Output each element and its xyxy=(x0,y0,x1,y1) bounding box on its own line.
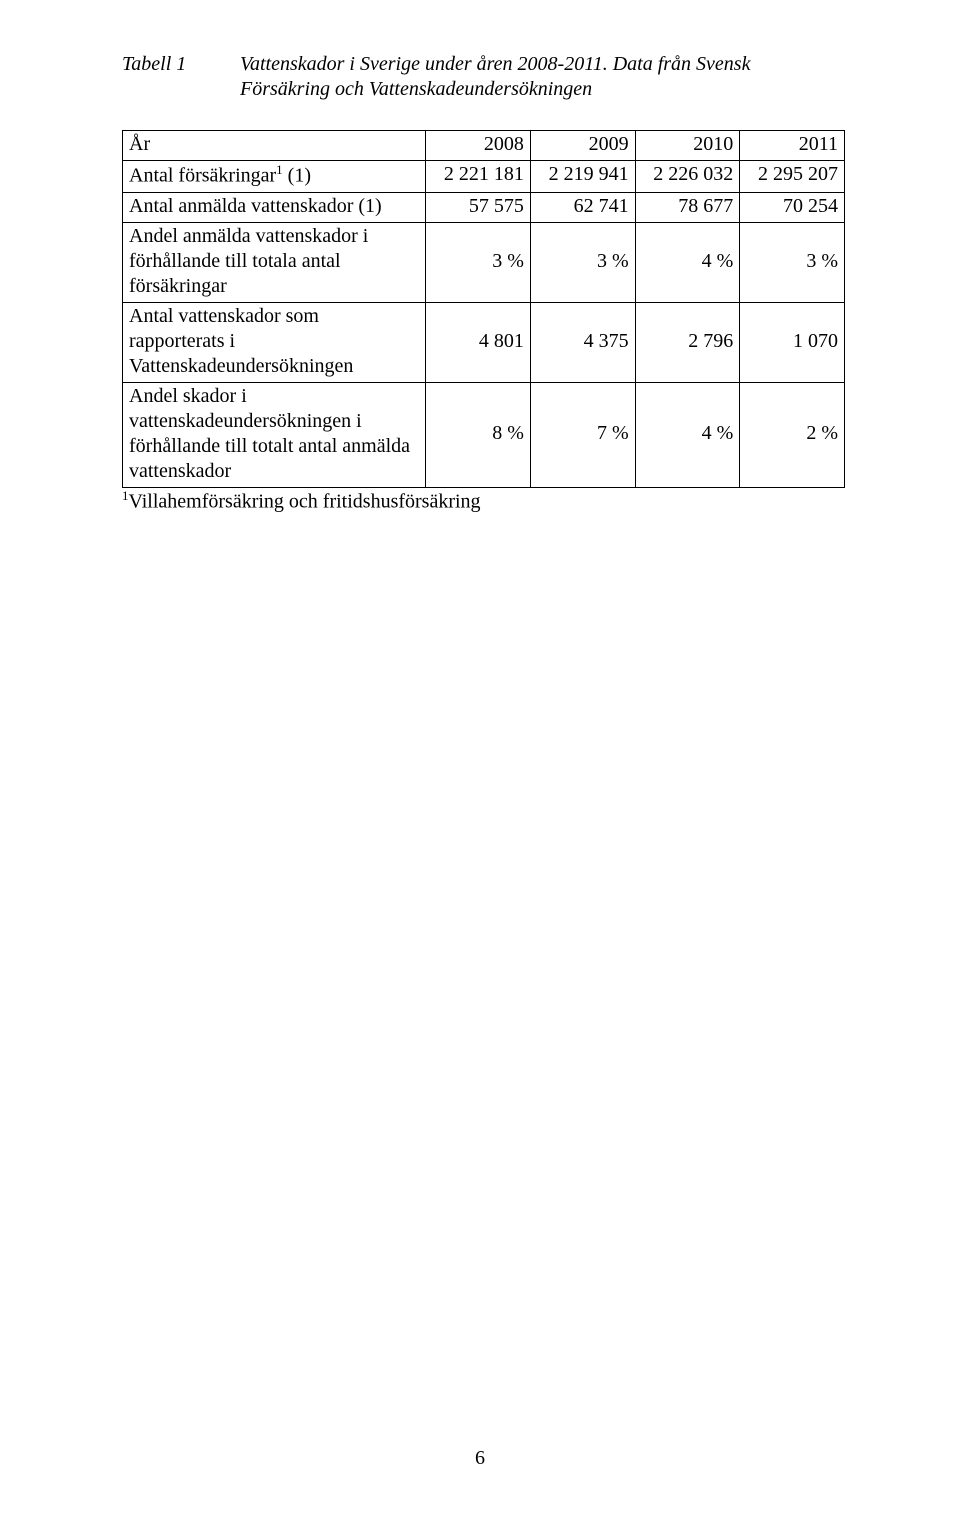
col-header-2010: 2010 xyxy=(635,131,740,161)
header-row: År 2008 2009 2010 2011 xyxy=(123,131,845,161)
cell: 2 219 941 xyxy=(530,161,635,193)
footnote-text: Villahemförsäkring och fritidshusförsäkr… xyxy=(129,490,481,512)
page-number: 6 xyxy=(0,1446,960,1471)
table-caption: Tabell 1 Vattenskador i Sverige under år… xyxy=(122,52,845,102)
cell: 8 % xyxy=(426,382,531,487)
cell: 4 % xyxy=(635,382,740,487)
caption-label: Tabell 1 xyxy=(122,52,240,102)
cell: 4 801 xyxy=(426,302,531,382)
cell: 2 221 181 xyxy=(426,161,531,193)
cell: 3 % xyxy=(740,222,845,302)
col-header-2008: 2008 xyxy=(426,131,531,161)
cell: 2 226 032 xyxy=(635,161,740,193)
col-header-2011: 2011 xyxy=(740,131,845,161)
table-head: År 2008 2009 2010 2011 xyxy=(123,131,845,161)
page: Tabell 1 Vattenskador i Sverige under år… xyxy=(0,0,960,1523)
cell: 7 % xyxy=(530,382,635,487)
table-row: Antal försäkringar1 (1)2 221 1812 219 94… xyxy=(123,161,845,193)
cell: 4 375 xyxy=(530,302,635,382)
row-label: Andel anmälda vattenskador i förhållande… xyxy=(123,222,426,302)
cell: 2 % xyxy=(740,382,845,487)
cell: 78 677 xyxy=(635,192,740,222)
row-label: Antal försäkringar1 (1) xyxy=(123,161,426,193)
table-row: Andel anmälda vattenskador i förhållande… xyxy=(123,222,845,302)
caption-text: Vattenskador i Sverige under åren 2008-2… xyxy=(240,52,845,102)
col-header-2009: 2009 xyxy=(530,131,635,161)
cell: 70 254 xyxy=(740,192,845,222)
table-row: Andel skador i vattenskadeundersökningen… xyxy=(123,382,845,487)
cell: 3 % xyxy=(426,222,531,302)
table-row: Antal vattenskador som rapporterats i Va… xyxy=(123,302,845,382)
cell: 4 % xyxy=(635,222,740,302)
cell: 2 796 xyxy=(635,302,740,382)
col-header-year-label: År xyxy=(123,131,426,161)
row-label: Antal vattenskador som rapporterats i Va… xyxy=(123,302,426,382)
cell: 2 295 207 xyxy=(740,161,845,193)
table-body: Antal försäkringar1 (1)2 221 1812 219 94… xyxy=(123,161,845,488)
caption-line1: Vattenskador i Sverige under åren 2008-2… xyxy=(240,53,750,75)
data-table: År 2008 2009 2010 2011 Antal försäkringa… xyxy=(122,130,845,488)
row-label: Andel skador i vattenskadeundersökningen… xyxy=(123,382,426,487)
table-footnote: 1Villahemförsäkring och fritidshusförsäk… xyxy=(122,488,845,515)
cell: 3 % xyxy=(530,222,635,302)
row-label: Antal anmälda vattenskador (1) xyxy=(123,192,426,222)
cell: 1 070 xyxy=(740,302,845,382)
cell: 62 741 xyxy=(530,192,635,222)
cell: 57 575 xyxy=(426,192,531,222)
caption-line2: Försäkring och Vattenskadeundersökningen xyxy=(240,78,592,100)
table-row: Antal anmälda vattenskador (1)57 57562 7… xyxy=(123,192,845,222)
